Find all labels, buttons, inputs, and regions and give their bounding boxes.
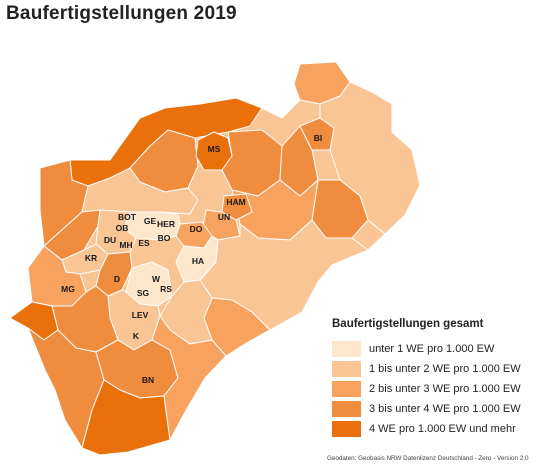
legend-label: 3 bis unter 4 WE pro 1.000 EW [369,402,521,415]
legend-swatch [332,340,361,357]
city-label-bot: BOT [118,212,137,222]
region-lippe [319,81,421,235]
legend-title: Baufertigstellungen gesamt [332,318,484,330]
city-label-mh: MH [119,240,132,250]
legend-swatch [332,380,361,397]
legend-item-class-2: 2 bis unter 3 WE pro 1.000 EW [332,379,546,398]
city-label-kr: KR [85,253,97,263]
city-label-d: D [114,274,120,284]
legend-item-class-0: unter 1 WE pro 1.000 EW [332,339,546,358]
legend-swatch [332,360,361,377]
city-label-bn: BN [142,375,154,385]
city-label-es: ES [138,238,150,248]
source-credit: Geodaten: Geobasis NRW Datenlizenz Deuts… [327,455,529,462]
region-hamm [221,193,253,221]
city-label-mg: MG [61,284,75,294]
city-label-ms: MS [208,144,221,154]
legend-item-class-1: 1 bis unter 2 WE pro 1.000 EW [332,359,546,378]
city-label-bi: BI [314,133,323,143]
city-label-her: HER [157,219,175,229]
city-label-sg: SG [137,288,150,298]
legend-item-class-3: 3 bis unter 4 WE pro 1.000 EW [332,399,546,418]
legend-label: 4 WE pro 1.000 EW und mehr [369,422,516,435]
legend: Baufertigstellungen gesamt unter 1 WE pr… [332,318,546,439]
city-label-du: DU [104,235,116,245]
city-label-rs: RS [160,284,172,294]
city-label-ob: OB [116,223,129,233]
legend-label: unter 1 WE pro 1.000 EW [369,342,495,355]
city-label-ge: GE [144,216,157,226]
page-title: Baufertigstellungen 2019 [6,3,237,24]
city-label-un: UN [218,212,230,222]
city-label-do: DO [190,224,203,234]
legend-label: 1 bis unter 2 WE pro 1.000 EW [369,362,521,375]
legend-label: 2 bis unter 3 WE pro 1.000 EW [369,382,521,395]
city-label-w: W [152,274,161,284]
city-label-lev: LEV [132,310,149,320]
legend-item-class-4: 4 WE pro 1.000 EW und mehr [332,419,546,438]
city-label-ha: HA [192,256,204,266]
legend-swatch [332,420,361,437]
legend-swatch [332,400,361,417]
city-label-bo: BO [158,233,171,243]
city-label-ham: HAM [226,197,245,207]
city-label-k: K [133,331,140,341]
region-rhein-sieg-east [151,315,227,441]
